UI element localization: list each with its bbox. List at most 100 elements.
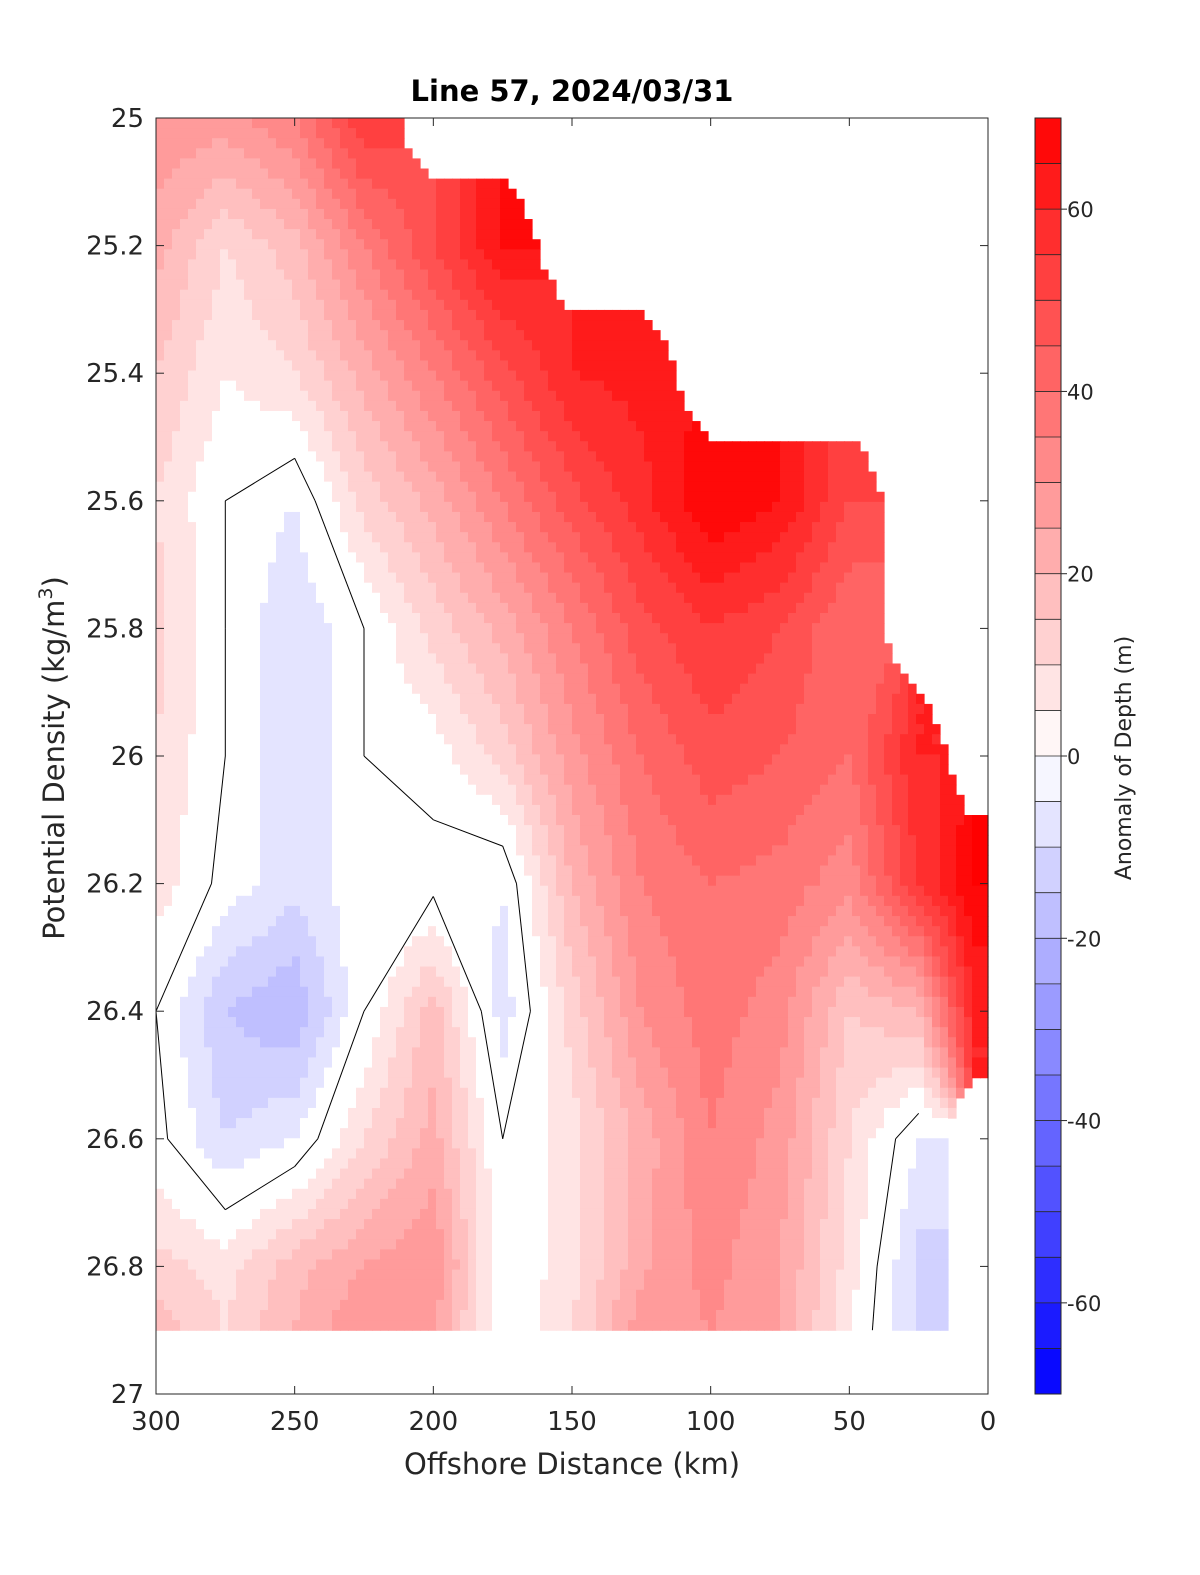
contour-cell [452,623,461,634]
contour-cell [364,663,373,675]
contour-cell [204,552,213,564]
contour-cell [412,774,421,786]
contour-cell [228,1067,237,1079]
contour-cell [420,1047,429,1059]
contour-cell [292,683,301,695]
contour-cell [292,431,301,442]
contour-cell [404,845,413,857]
contour-cell [428,744,437,755]
contour-cell [196,612,205,624]
contour-cell [428,350,437,362]
contour-cell [284,410,293,422]
contour-cell [180,289,189,301]
contour-cell [220,1259,229,1271]
contour-cell [484,1178,493,1190]
contour-cell [292,1310,301,1321]
contour-cell [468,623,477,634]
contour-cell [468,188,477,200]
contour-cell [404,956,413,968]
contour-cell [476,1027,485,1038]
contour-cell [460,1299,469,1311]
contour-cell [324,269,333,281]
contour-cell [188,673,197,685]
contour-cell [172,320,181,331]
contour-cell [324,683,333,695]
contour-cell [404,582,413,594]
contour-cell [292,774,301,786]
contour-cell [468,340,477,351]
contour-cell [388,1168,397,1180]
contour-cell [300,744,309,755]
contour-cell [364,895,373,907]
contour-cell [244,471,253,483]
contour-cell [364,118,373,129]
contour-cell [164,885,173,897]
contour-cell [292,1269,301,1281]
contour-cell [236,380,245,392]
contour-cell [308,1077,317,1089]
contour-cell [252,744,261,755]
contour-cell [300,239,309,250]
contour-cell [484,542,493,553]
contour-cell [196,562,205,574]
contour-cell [260,188,269,200]
contour-cell [460,229,469,240]
contour-cell [252,845,261,857]
contour-cell [444,754,453,766]
contour-cell [172,309,181,321]
contour-cell [220,865,229,877]
contour-cell [212,1017,221,1028]
contour-cell [292,895,301,907]
contour-cell [260,602,269,614]
contour-cell [156,1037,165,1048]
contour-cell [420,1259,429,1271]
contour-cell [356,390,365,402]
contour-cell [164,299,173,311]
contour-cell [412,1158,421,1170]
contour-cell [276,279,285,291]
contour-cell [172,1259,181,1271]
contour-cell [188,1320,197,1331]
contour-cell [460,926,469,937]
contour-cell [380,885,389,897]
contour-cell [444,1158,453,1170]
contour-cell [164,1188,173,1200]
contour-cell [172,683,181,695]
contour-cell [308,1279,317,1291]
contour-cell [172,1178,181,1190]
contour-cell [180,451,189,463]
contour-cell [468,390,477,402]
contour-cell [172,1310,181,1321]
contour-cell [332,1128,341,1139]
contour-cell [156,1148,165,1160]
contour-cell [308,481,317,493]
contour-cell [228,320,237,331]
contour-cell [396,1249,405,1261]
contour-cell [348,1279,357,1291]
contour-cell [188,380,197,392]
contour-cell [332,1208,341,1220]
contour-cell [340,683,349,695]
contour-cell [412,309,421,321]
contour-cell [452,390,461,402]
contour-cell [212,1249,221,1261]
contour-cell [332,1239,341,1250]
contour-cell [436,663,445,675]
contour-cell [412,1047,421,1059]
contour-cell [484,673,493,685]
contour-cell [388,1279,397,1291]
contour-cell [340,1017,349,1028]
contour-cell [356,1087,365,1099]
contour-cell [164,552,173,564]
contour-cell [252,1198,261,1210]
contour-cell [220,966,229,978]
contour-cell [268,471,277,483]
contour-cell [220,986,229,998]
contour-cell [444,1289,453,1301]
contour-cell [340,390,349,402]
contour-cell [236,501,245,513]
contour-cell [244,764,253,776]
contour-cell [412,1118,421,1129]
contour-cell [412,1057,421,1069]
contour-cell [372,905,381,917]
